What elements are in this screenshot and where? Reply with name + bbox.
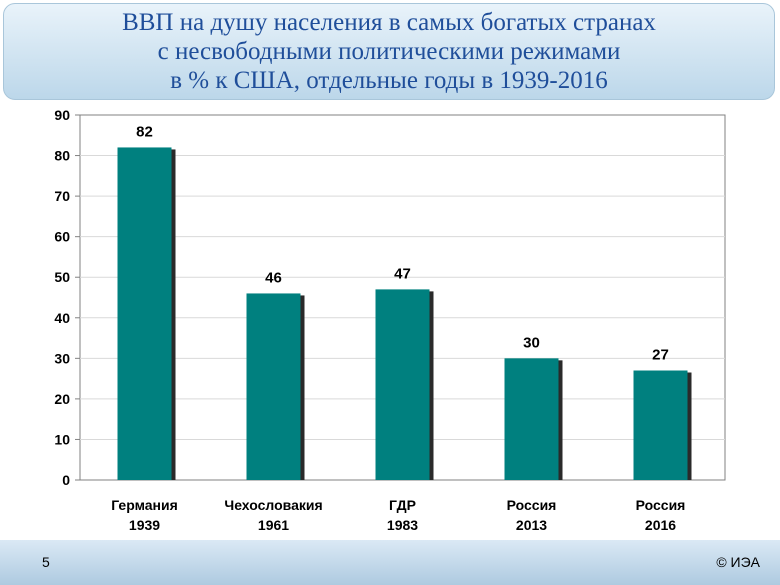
x-tick-label: 2016 (645, 517, 676, 533)
x-axis: Германия 1939 Чехословакия 1961 ГДР 1983 Росси… (111, 497, 685, 533)
y-tick-label: 10 (54, 431, 70, 447)
x-tick-label: Чехословакия (224, 497, 322, 513)
x-tick-label: 2013 (516, 517, 547, 533)
data-label: 47 (394, 265, 411, 282)
bar (375, 289, 430, 480)
y-tick-label: 70 (54, 188, 70, 204)
bar (117, 147, 172, 480)
y-tick-label: 90 (54, 107, 70, 123)
data-label: 27 (652, 347, 669, 364)
title-line-1: ВВП на душу населения в самых богатых ст… (122, 9, 656, 36)
x-tick-label: 1983 (387, 517, 418, 533)
y-tick-label: 20 (54, 391, 70, 407)
y-tick-label: 40 (54, 310, 70, 326)
bar-chart: 0 10 20 30 40 50 60 70 80 90 82 46 47 30 27 Германия 1… (54, 107, 726, 533)
footer-bar: 5 © ИЭА (0, 540, 780, 585)
copyright-text: © ИЭА (716, 554, 760, 570)
x-tick-label: ГДР (389, 497, 416, 513)
x-tick-label: Россия (636, 497, 686, 513)
x-tick-label: 1961 (258, 517, 289, 533)
data-labels: 82 46 47 30 27 (136, 123, 669, 363)
data-label: 82 (136, 123, 153, 140)
x-tick-label: Россия (507, 497, 557, 513)
bar (246, 293, 301, 480)
y-tick-label: 30 (54, 350, 70, 366)
title-line-2: с несвободными политическими режимами (157, 38, 621, 65)
y-tick-label: 0 (62, 472, 70, 488)
y-tick-label: 50 (54, 269, 70, 285)
y-tick-label: 80 (54, 148, 70, 164)
data-label: 30 (523, 334, 540, 351)
data-label: 46 (265, 269, 282, 286)
bar (504, 358, 559, 480)
y-tick-label: 60 (54, 229, 70, 245)
title-line-3: в % к США, отдельные годы в 1939-2016 (170, 67, 608, 94)
page-number: 5 (42, 554, 50, 570)
bars (117, 147, 692, 480)
x-tick-label: 1939 (129, 517, 160, 533)
title-banner: ВВП на душу населения в самых богатых ст… (3, 3, 775, 100)
y-axis: 0 10 20 30 40 50 60 70 80 90 (54, 107, 80, 488)
x-tick-label: Германия (111, 497, 178, 513)
bar (633, 370, 688, 480)
